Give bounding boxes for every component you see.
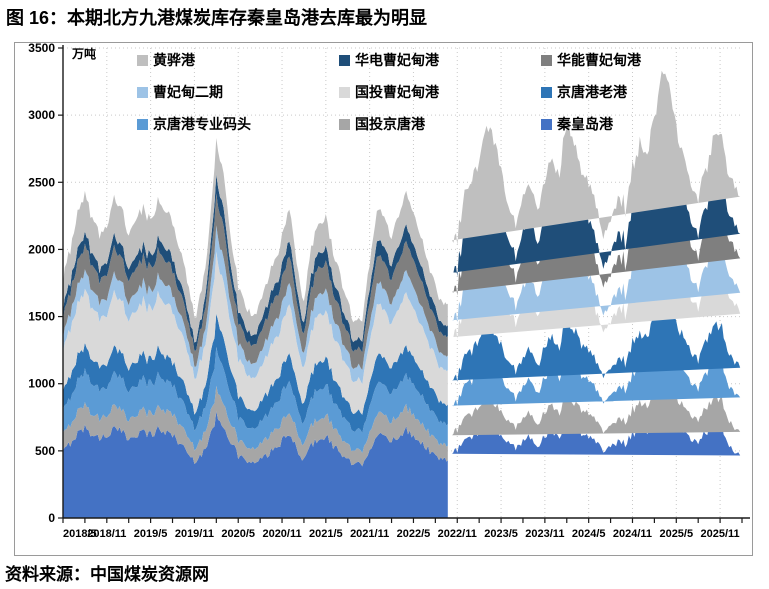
legend-label: 华电曹妃甸港 xyxy=(355,52,439,68)
stacked-area-plot: 0 500 1000 1500 2000 2500 3000 3500 2018/52018/1… xyxy=(28,43,750,540)
legend-item: 国投曹妃甸港 xyxy=(339,81,541,103)
area-series-9 xyxy=(63,138,448,343)
legend-label: 国投曹妃甸港 xyxy=(355,84,439,100)
legend-swatch-icon xyxy=(541,118,552,130)
legend-label: 华能曹妃甸港 xyxy=(557,52,641,68)
legend-swatch-icon xyxy=(137,54,148,66)
area-series-1 xyxy=(63,411,448,518)
legend-swatch-icon xyxy=(339,86,350,98)
legend-label: 黄骅港 xyxy=(153,52,195,68)
x-tick-label: 2022/5 xyxy=(397,528,431,540)
x-tick-label: 2025/11 xyxy=(701,528,740,540)
legend-label: 京唐港专业码头 xyxy=(153,116,251,132)
x-tick-label: 2023/11 xyxy=(525,528,564,540)
x-tick-label: 2018/11 xyxy=(87,528,126,540)
x-tick-label: 2018/5 xyxy=(63,528,97,540)
x-tick-label: 2019/11 xyxy=(175,528,214,540)
axis-unit-label: 万吨 xyxy=(71,46,96,61)
y-tick-label: 3000 xyxy=(28,108,55,122)
legend-item: 京唐港老港 xyxy=(541,81,743,103)
y-tick-label: 2000 xyxy=(28,242,55,256)
legend-item: 黄骅港 xyxy=(137,49,339,71)
x-tick-label: 2020/11 xyxy=(262,528,301,540)
legend-item: 京唐港专业码头 xyxy=(137,113,339,135)
y-tick-label: 0 xyxy=(48,511,55,525)
legend-swatch-icon xyxy=(541,54,552,66)
area-series-4 xyxy=(63,313,448,433)
x-tick-label: 2022/11 xyxy=(438,528,477,540)
x-tick-label: 2024/5 xyxy=(572,528,606,540)
x-tick-label: 2023/5 xyxy=(484,528,518,540)
legend-label: 国投京唐港 xyxy=(355,116,425,132)
y-tick-label: 1500 xyxy=(28,310,55,324)
x-tick-label: 2025/5 xyxy=(659,528,693,540)
area-series-7 xyxy=(63,193,448,370)
area-series-2 xyxy=(63,385,448,467)
legend-item: 秦皇岛港 xyxy=(541,113,743,135)
x-tick-label: 2021/5 xyxy=(309,528,343,540)
area-series-3 xyxy=(63,346,448,453)
legend-swatch-icon xyxy=(541,86,552,98)
area-series-5 xyxy=(63,251,448,415)
area-series-9 xyxy=(452,70,741,246)
legend-swatch-icon xyxy=(137,118,148,130)
legend-label: 曹妃甸二期 xyxy=(153,84,223,100)
x-tick-label: 2020/5 xyxy=(221,528,255,540)
y-tick-label: 1000 xyxy=(28,377,55,391)
legend-item: 华电曹妃甸港 xyxy=(339,49,541,71)
legend-item: 华能曹妃甸港 xyxy=(541,49,743,71)
chart-legend: 黄骅港 华电曹妃甸港 华能曹妃甸港曹妃甸二期 国投曹妃甸港 京唐港老港京唐港专业码头 国投… xyxy=(137,49,743,135)
x-tick-label: 2019/5 xyxy=(134,528,168,540)
figure-title: 图 16：本期北方九港煤炭库存秦皇岛港去库最为明显 xyxy=(6,8,428,28)
legend-label: 秦皇岛港 xyxy=(557,116,613,132)
source-note: 资料来源：中国煤炭资源网 xyxy=(5,565,209,584)
legend-item: 国投京唐港 xyxy=(339,113,541,135)
x-tick-label: 2021/11 xyxy=(350,528,389,540)
y-tick-label: 500 xyxy=(35,444,55,458)
legend-item: 曹妃甸二期 xyxy=(137,81,339,103)
legend-swatch-icon xyxy=(137,86,148,98)
x-tick-label: 2024/11 xyxy=(613,528,652,540)
chart-card: 0 500 1000 1500 2000 2500 3000 3500 2018/5 2018/1… xyxy=(14,42,753,556)
y-tick-label: 2500 xyxy=(28,175,55,189)
legend-swatch-icon xyxy=(339,118,350,130)
legend-label: 京唐港老港 xyxy=(557,84,627,100)
y-tick-label: 3500 xyxy=(28,43,55,55)
legend-swatch-icon xyxy=(339,54,350,66)
